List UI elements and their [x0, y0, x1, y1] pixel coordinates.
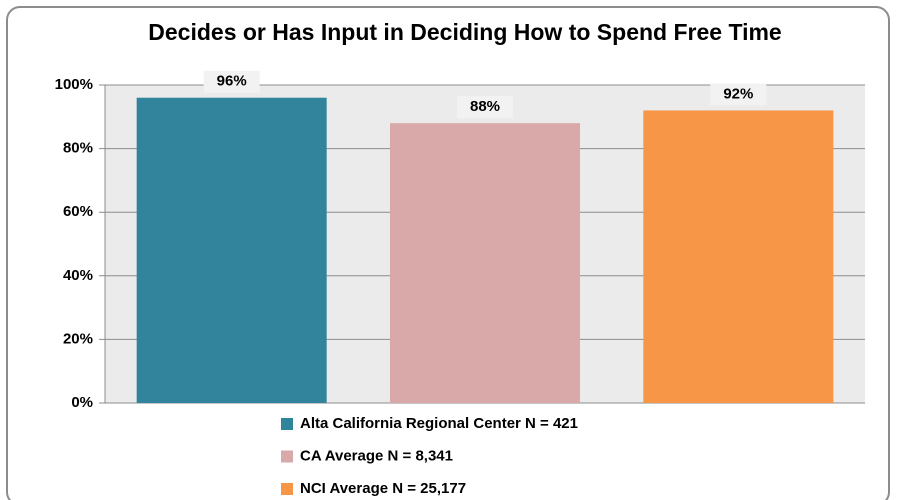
- y-tick-label: 60%: [63, 203, 93, 220]
- data-label-bg: [203, 70, 260, 93]
- bar: [136, 97, 327, 403]
- data-label-bg: [457, 96, 513, 119]
- data-label: 88%: [470, 98, 500, 115]
- data-label: 92%: [723, 85, 753, 102]
- bar: [390, 123, 580, 403]
- chart-title: Decides or Has Input in Deciding How to …: [148, 19, 782, 45]
- chart-frame: [6, 6, 890, 500]
- bar: [643, 110, 834, 403]
- legend-swatch: [281, 483, 293, 495]
- y-tick-label: 100%: [55, 76, 93, 93]
- legend-swatch: [281, 450, 293, 463]
- legend-label: Alta California Regional Center N = 421: [300, 415, 578, 432]
- y-tick-label: 40%: [63, 267, 93, 284]
- y-tick-label: 80%: [63, 140, 93, 157]
- data-label: 96%: [217, 73, 247, 90]
- data-label-bg: [710, 83, 767, 106]
- y-tick-label: 0%: [71, 394, 93, 411]
- legend-label: CA Average N = 8,341: [300, 447, 453, 464]
- legend-label: NCI Average N = 25,177: [300, 480, 466, 497]
- y-tick-label: 20%: [63, 330, 93, 347]
- legend-swatch: [281, 418, 293, 430]
